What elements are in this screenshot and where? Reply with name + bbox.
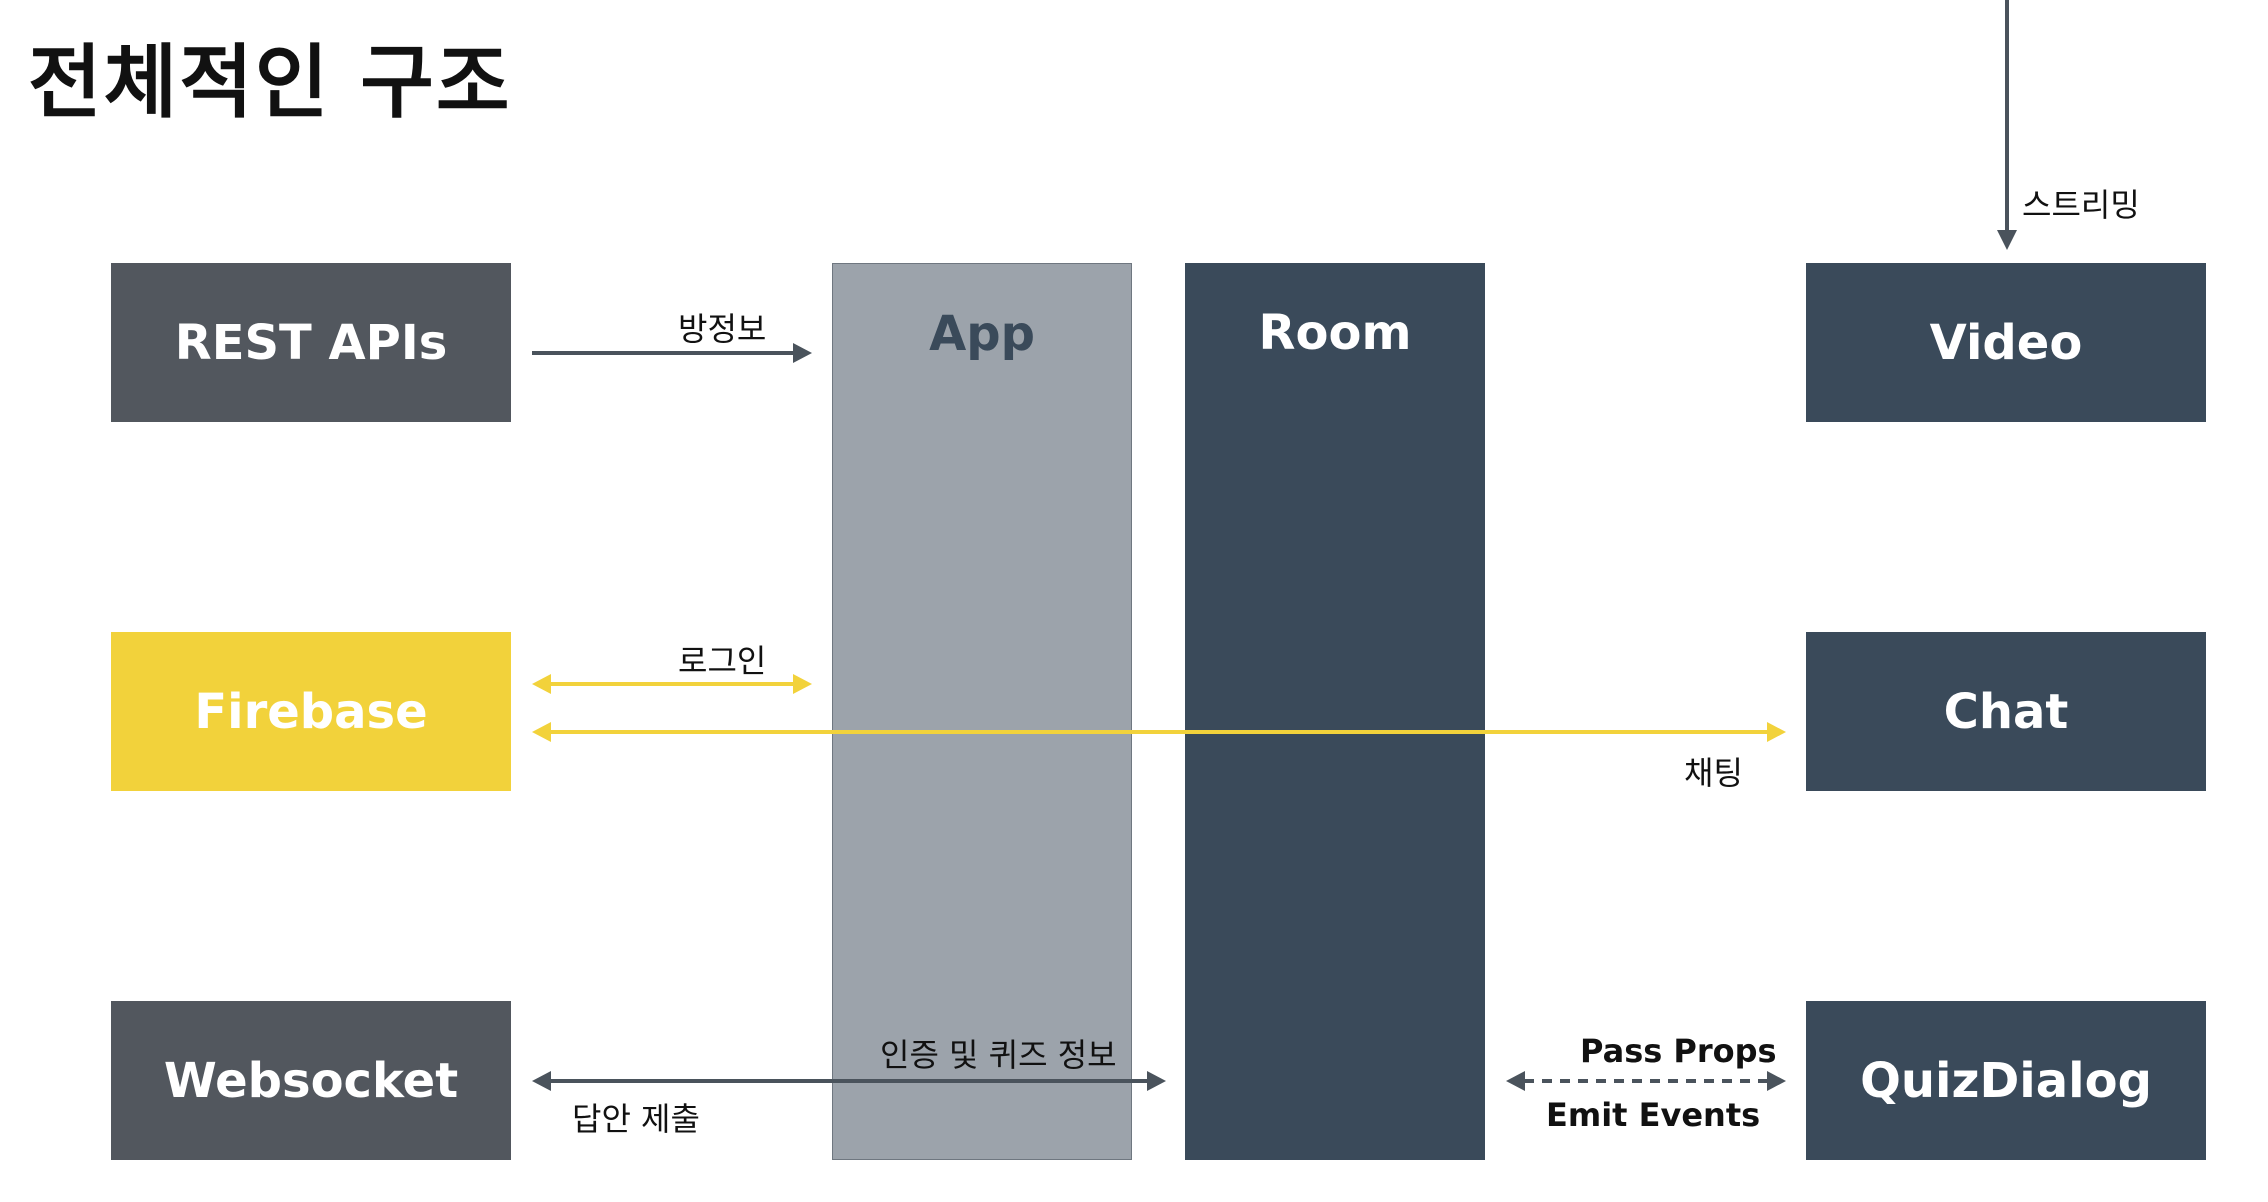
arrow-rest-to-app xyxy=(532,343,812,363)
label-login: 로그인 xyxy=(678,642,767,680)
arrow-login xyxy=(532,674,812,694)
websocket-label: Websocket xyxy=(163,1052,459,1109)
arrow-chatting xyxy=(532,722,1786,742)
label-streaming: 스트리밍 xyxy=(2022,186,2140,224)
label-room-info: 방정보 xyxy=(678,310,767,348)
firebase-box: Firebase xyxy=(111,632,511,791)
chat-box: Chat xyxy=(1806,632,2206,791)
firebase-label: Firebase xyxy=(194,683,428,740)
arrow-websocket xyxy=(532,1071,1166,1091)
label-emit-events: Emit Events xyxy=(1546,1096,1761,1134)
rest-apis-box: REST APIs xyxy=(111,263,511,422)
rest-apis-label: REST APIs xyxy=(174,314,448,371)
arrow-props-events xyxy=(1506,1071,1786,1091)
quiz-dialog-box: QuizDialog xyxy=(1806,1001,2206,1160)
page-title: 전체적인 구조 xyxy=(28,36,512,129)
quiz-dialog-label: QuizDialog xyxy=(1860,1052,2152,1109)
video-label: Video xyxy=(1929,314,2083,371)
chat-label: Chat xyxy=(1943,683,2069,740)
label-chatting: 채팅 xyxy=(1684,754,1743,792)
arrow-streaming xyxy=(1997,0,2017,250)
websocket-box: Websocket xyxy=(111,1001,511,1160)
room-label: Room xyxy=(1258,305,1412,361)
label-pass-props: Pass Props xyxy=(1580,1032,1777,1070)
video-box: Video xyxy=(1806,263,2206,422)
room-column: Room xyxy=(1185,263,1485,1160)
app-column: App xyxy=(832,263,1132,1160)
app-label: App xyxy=(929,306,1035,362)
label-auth-quiz-info: 인증 및 퀴즈 정보 xyxy=(880,1036,1117,1074)
label-answer-submit: 답안 제출 xyxy=(572,1100,700,1138)
